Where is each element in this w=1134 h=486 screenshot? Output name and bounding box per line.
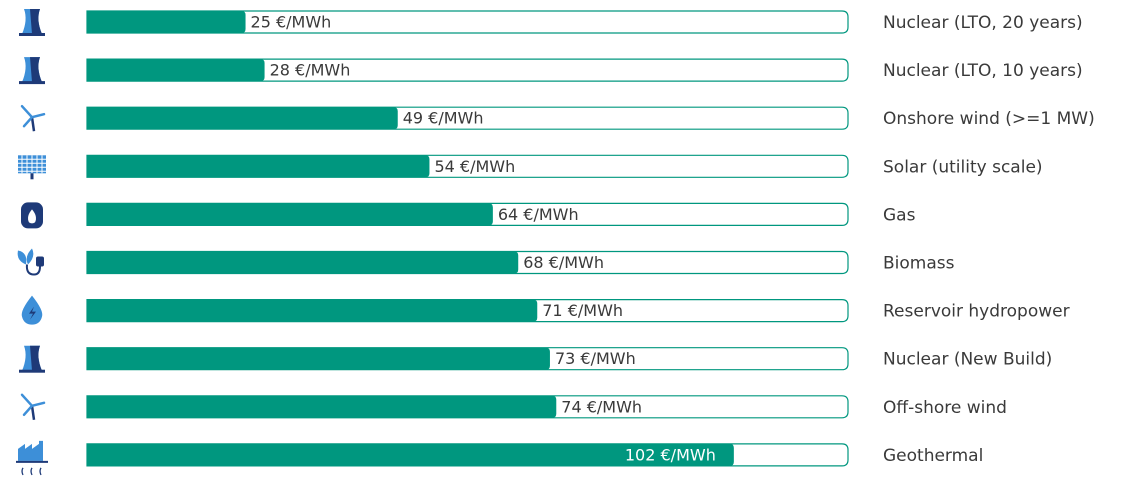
bar	[87, 395, 557, 418]
category-label: Biomass	[883, 254, 955, 274]
category-label: Nuclear (New Build)	[883, 350, 1052, 370]
icon	[21, 295, 43, 325]
icon-shape	[30, 9, 42, 34]
value-label: 49 €/MWh	[403, 109, 484, 128]
icon-shape	[30, 405, 36, 420]
category-label: Gas	[883, 205, 916, 225]
value-label: 102 €/MWh	[625, 445, 716, 464]
icon-shape	[17, 250, 27, 265]
icon-shape	[26, 248, 34, 265]
icon	[20, 393, 46, 420]
icon	[19, 57, 45, 85]
bar	[87, 155, 430, 178]
icon-shape	[30, 345, 42, 371]
icon-shape	[20, 104, 46, 128]
icon	[18, 155, 46, 180]
bar	[87, 347, 550, 370]
bar	[87, 203, 493, 226]
bar-track	[86, 58, 849, 82]
category-label: Solar (utility scale)	[883, 157, 1043, 177]
bar	[87, 443, 734, 466]
icon-shape	[19, 81, 45, 85]
bar	[87, 11, 246, 33]
icon	[20, 104, 46, 132]
icon-shape	[30, 467, 33, 476]
category-label: Nuclear (LTO, 10 years)	[883, 61, 1083, 81]
icon	[21, 202, 43, 229]
icon-shape	[25, 264, 41, 276]
bar-track	[86, 10, 849, 34]
category-label: Onshore wind (>=1 MW)	[883, 109, 1095, 129]
icon	[17, 248, 44, 276]
icon-shape	[19, 33, 45, 36]
category-label: Geothermal	[883, 446, 983, 466]
value-label: 54 €/MWh	[434, 157, 515, 176]
icon-shape	[39, 467, 42, 476]
icon-shape	[30, 57, 42, 83]
icon	[19, 9, 45, 36]
icon-shape	[36, 256, 44, 267]
bar	[87, 59, 265, 82]
value-label: 73 €/MWh	[555, 349, 636, 368]
bar	[87, 299, 538, 322]
icon-shape	[28, 209, 36, 224]
value-label: 71 €/MWh	[542, 301, 623, 320]
icon	[16, 440, 48, 476]
value-label: 25 €/MWh	[251, 13, 332, 32]
category-label: Nuclear (LTO, 20 years)	[883, 13, 1083, 33]
value-label: 28 €/MWh	[270, 61, 351, 80]
icon-shape	[30, 173, 34, 180]
icon-shape	[20, 393, 46, 417]
category-label: Off-shore wind	[883, 398, 1007, 418]
value-label: 74 €/MWh	[561, 397, 642, 416]
icon-shape	[29, 306, 36, 320]
value-label: 68 €/MWh	[523, 253, 604, 272]
icon	[19, 345, 45, 373]
icon-shape	[19, 369, 45, 373]
value-label: 64 €/MWh	[498, 205, 579, 224]
category-label: Reservoir hydropower	[883, 302, 1070, 322]
bar	[87, 107, 398, 130]
icon-shape	[30, 117, 36, 132]
bar	[87, 251, 519, 274]
icon-shape	[21, 467, 24, 476]
icon-shape	[18, 440, 43, 461]
